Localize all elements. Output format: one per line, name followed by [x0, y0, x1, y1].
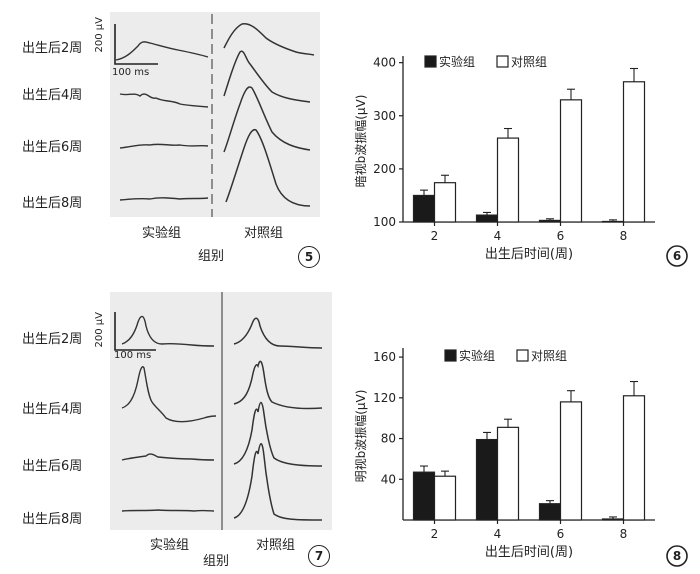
y-tick-label: 400 [373, 56, 396, 70]
bar [622, 81, 646, 223]
p7-scale-uv-label: 200 μV [94, 312, 105, 348]
p7-exp-trace-6w [121, 453, 215, 461]
y-axis-label: 明视b波振幅(μV) [353, 390, 368, 483]
chart-8: 40 80 120 160 2 4 6 8 出生后时间(周) 明视b波振幅(μV) 实验组 对照组 8 [353, 348, 688, 567]
p7-group-ctrl-label: 对照组 [256, 538, 296, 553]
p5-ctrl-trace-2w [223, 22, 315, 56]
legend-swatch [424, 55, 437, 68]
x-tick-label: 6 [557, 229, 565, 243]
bar [475, 438, 499, 521]
y-tick-label: 300 [373, 109, 396, 123]
bar [559, 401, 583, 521]
p5-group-ctrl-label: 对照组 [244, 226, 284, 241]
figure-number: 8 [673, 549, 681, 563]
p5-ctrl-trace-8w [225, 128, 311, 207]
p7-row-label-4w: 出生后4周 [22, 402, 83, 417]
p7-group-axis-label: 组别 [203, 554, 230, 569]
bar [496, 426, 520, 521]
p5-scale-bar [114, 24, 158, 65]
p7-exp-trace-4w [121, 366, 217, 423]
bar [538, 219, 562, 223]
p7-exp-trace-8w [121, 509, 215, 512]
p7-ctrl-trace-6w [233, 401, 323, 467]
p7-figure-number: 7 [308, 545, 330, 567]
y-tick-label: 200 [373, 162, 396, 176]
chart-6: 100 200 300 400 2 4 6 8 出生后时间(周) 暗视b波振幅(μV) 实验组 对照组… [353, 54, 688, 267]
legend-swatch [496, 55, 509, 68]
p5-scale-ms-label: 100 ms [112, 67, 150, 78]
p5-scale-uv-label: 200 μV [94, 17, 105, 53]
p7-ctrl-trace-4w [233, 360, 323, 410]
p5-group-exp-label: 实验组 [142, 226, 182, 241]
bar [601, 220, 625, 223]
p5-exp-trace-4w [119, 93, 209, 108]
y-tick-label: 80 [381, 432, 396, 446]
x-tick-label: 8 [620, 527, 628, 541]
figure-number: 6 [673, 249, 681, 263]
y-axis-label: 暗视b波振幅(μV) [353, 95, 368, 188]
p5-row-label-6w: 出生后6周 [22, 140, 83, 155]
p5-group-axis-label: 组别 [198, 249, 225, 264]
x-tick-label: 4 [494, 229, 502, 243]
bar [559, 99, 583, 223]
p7-trace-area [110, 292, 332, 530]
p5-waveforms [114, 14, 315, 217]
legend-label: 对照组 [511, 55, 547, 69]
x-tick-label: 6 [557, 527, 565, 541]
p7-scale-ms-label: 100 ms [114, 350, 152, 361]
bar [412, 194, 436, 223]
p5-exp-trace-2w [115, 41, 209, 61]
p7-row-label-2w: 出生后2周 [22, 332, 83, 347]
p5-ctrl-trace-6w [223, 86, 311, 153]
y-tick-label: 160 [373, 350, 396, 364]
legend-label: 对照组 [531, 349, 567, 363]
bar [433, 182, 457, 223]
legend-label: 实验组 [439, 54, 475, 69]
y-tick-label: 100 [373, 215, 396, 229]
bar [622, 395, 646, 521]
x-tick-label: 2 [431, 527, 439, 541]
legend-swatch [516, 349, 529, 362]
p5-row-label-2w: 出生后2周 [22, 41, 83, 56]
p7-row-label-6w: 出生后6周 [22, 459, 83, 474]
legend-swatch [444, 349, 457, 362]
p7-group-exp-label: 实验组 [150, 538, 190, 553]
bar [412, 471, 436, 521]
p5-ctrl-trace-4w [223, 50, 311, 103]
bar [538, 503, 562, 521]
p7-exp-trace-2w [121, 315, 215, 347]
y-tick-label: 40 [381, 472, 396, 486]
p5-exp-trace-6w [119, 143, 209, 149]
p7-row-label-8w: 出生后8周 [22, 512, 83, 527]
x-axis-label: 出生后时间(周) [485, 247, 573, 262]
p5-exp-trace-8w [119, 197, 209, 201]
p7-ctrl-trace-8w [233, 443, 323, 521]
p5-row-label-4w: 出生后4周 [22, 88, 83, 103]
figure-number-circle [666, 245, 688, 267]
p5-row-label-8w: 出生后8周 [22, 196, 83, 211]
bar [601, 518, 625, 521]
p7-scale-bar [114, 312, 156, 351]
figure-number-circle [666, 545, 688, 567]
x-tick-label: 4 [494, 527, 502, 541]
p7-ctrl-trace-2w [233, 317, 323, 349]
x-tick-label: 2 [431, 229, 439, 243]
bar [433, 475, 457, 521]
p5-trace-area [110, 12, 320, 217]
y-tick-label: 120 [373, 391, 396, 405]
legend-label: 实验组 [459, 348, 495, 363]
p7-waveforms [114, 292, 323, 530]
bar [496, 137, 520, 223]
x-tick-label: 8 [620, 229, 628, 243]
bar [475, 214, 499, 223]
x-axis-label: 出生后时间(周) [485, 545, 573, 560]
p5-figure-number: 5 [298, 246, 320, 268]
